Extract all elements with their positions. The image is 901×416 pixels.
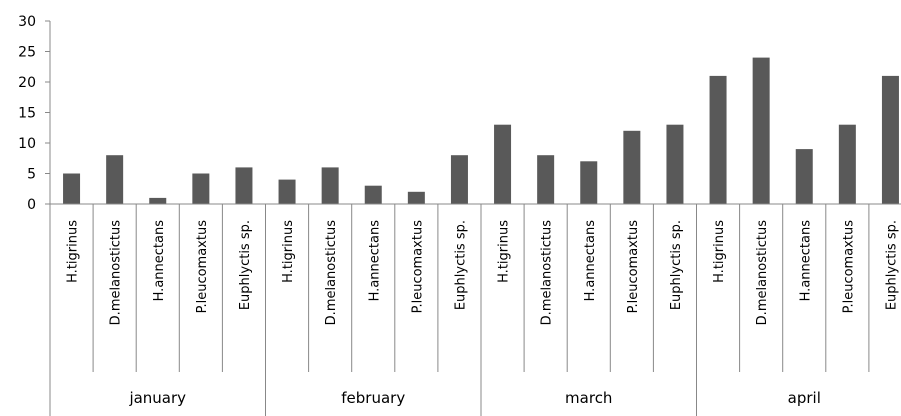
category-label: H.tigrinus <box>497 220 512 283</box>
category-label: P.leucomaxtus <box>841 220 856 314</box>
bar-april-h-tigrinus <box>709 75 727 205</box>
bar-march-euphlyctis-sp- <box>666 124 684 204</box>
bar-april-euphlyctis-sp- <box>881 75 899 205</box>
y-tick-label: 0 <box>27 197 36 213</box>
bar-march-d-melanostictus <box>537 155 555 204</box>
bar-january-euphlyctis-sp- <box>235 167 253 204</box>
y-tick-label: 5 <box>27 167 36 183</box>
category-label: H.tigrinus <box>66 220 81 283</box>
category-label: D.melanostictus <box>540 220 555 326</box>
category-label: H.annectans <box>367 220 382 302</box>
bar-march-h-annectans <box>580 161 598 204</box>
category-label: D.melanostictus <box>324 220 339 326</box>
group-label-march: march <box>565 389 612 407</box>
category-label: D.melanostictus <box>109 220 124 326</box>
category-label: H.annectans <box>152 220 167 302</box>
category-label: P.leucomaxtus <box>410 220 425 314</box>
bar-february-p-leucomaxtus <box>407 191 425 204</box>
y-tick-label: 20 <box>18 75 36 91</box>
bar-march-h-tigrinus <box>494 124 512 204</box>
bar-april-h-annectans <box>795 149 813 204</box>
bar-march-p-leucomaxtus <box>623 130 641 204</box>
category-label: D.melanostictus <box>755 220 770 326</box>
category-label: H.annectans <box>798 220 813 302</box>
y-tick-label: 30 <box>18 14 36 30</box>
category-label: Euphlyctis sp. <box>453 220 468 310</box>
bar-january-h-tigrinus <box>63 173 81 204</box>
category-label: Euphlyctis sp. <box>669 220 684 310</box>
bar-january-p-leucomaxtus <box>192 173 210 204</box>
y-axis: 0 5 10 15 20 25 30 <box>18 14 51 213</box>
bar-february-h-annectans <box>364 185 382 204</box>
x-axis: H.tigrinus D.melanostictus H.annectans P.le… <box>49 203 901 416</box>
y-tick-label: 15 <box>18 106 36 122</box>
category-label: H.tigrinus <box>712 220 727 283</box>
bar-april-d-melanostictus <box>752 57 770 204</box>
bar-january-h-annectans <box>149 197 167 204</box>
category-label: Euphlyctis sp. <box>238 220 253 310</box>
category-label: H.tigrinus <box>281 220 296 283</box>
category-label: H.annectans <box>583 220 598 302</box>
y-tick-label: 10 <box>18 136 36 152</box>
category-label: P.leucomaxtus <box>626 220 641 314</box>
group-label-february: february <box>341 389 405 407</box>
category-label: Euphlyctis sp. <box>884 220 899 310</box>
y-tick-label: 25 <box>18 45 36 61</box>
bar-january-d-melanostictus <box>106 155 124 204</box>
bar-february-euphlyctis-sp- <box>450 155 468 204</box>
group-label-january: january <box>128 389 186 407</box>
category-label: P.leucomaxtus <box>195 220 210 314</box>
group-label-april: april <box>788 389 821 407</box>
bar-february-d-melanostictus <box>321 167 339 204</box>
bar-april-p-leucomaxtus <box>838 124 856 204</box>
bar-february-h-tigrinus <box>278 179 296 204</box>
bars <box>63 57 899 205</box>
